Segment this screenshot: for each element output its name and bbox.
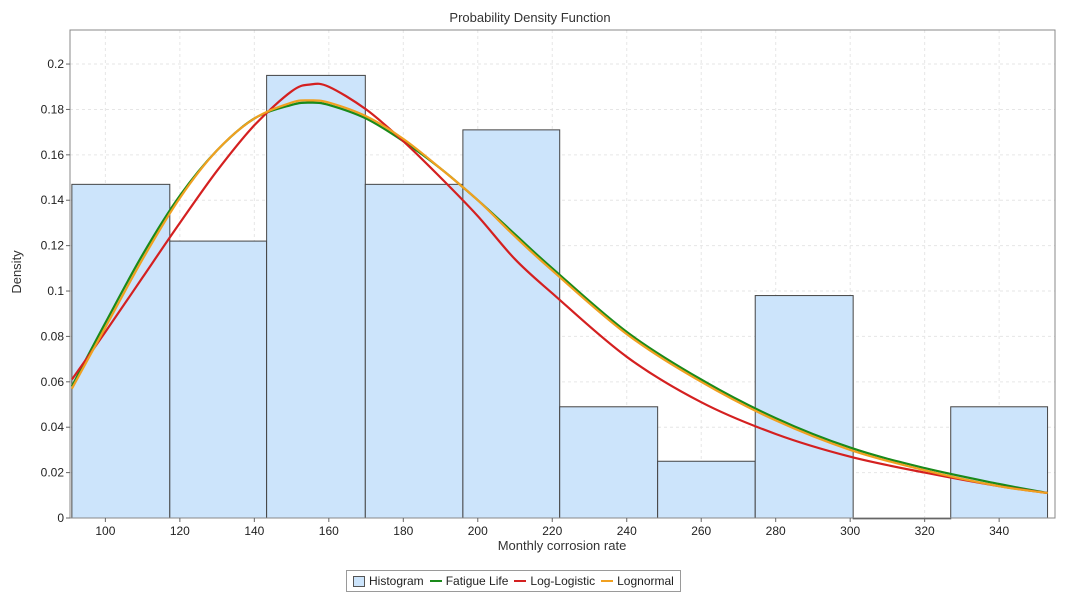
legend-item-histogram: Histogram xyxy=(353,574,424,588)
histogram-bar xyxy=(754,295,854,519)
legend-label-fatigue-life: Fatigue Life xyxy=(445,574,509,588)
x-tick-label: 260 xyxy=(691,524,711,538)
series-line-log-logistic xyxy=(70,82,1048,495)
histogram-bar xyxy=(950,406,1049,519)
y-tick-label: 0.06 xyxy=(41,375,65,389)
x-tick-label: 240 xyxy=(617,524,637,538)
legend-item-lognormal: Lognormal xyxy=(601,574,674,588)
x-tick-label: 320 xyxy=(915,524,935,538)
y-tick-label: 0.12 xyxy=(41,239,65,253)
histogram-bar xyxy=(657,460,756,519)
legend-label-histogram: Histogram xyxy=(369,574,424,588)
legend-swatch-lognormal xyxy=(601,580,614,582)
y-tick-label: 0.02 xyxy=(41,466,65,480)
x-tick-label: 340 xyxy=(989,524,1009,538)
histogram-bar xyxy=(169,240,268,519)
histogram-bar xyxy=(364,183,464,519)
y-tick-label: 0.04 xyxy=(41,420,65,434)
density-curves xyxy=(70,82,1048,495)
y-tick-label: 0.16 xyxy=(41,148,65,162)
histogram-bar xyxy=(266,74,366,519)
legend-swatch-histogram xyxy=(353,575,365,587)
x-tick-label: 160 xyxy=(319,524,339,538)
legend-swatch-log-logistic xyxy=(514,580,527,582)
series-line-lognormal xyxy=(70,99,1048,495)
x-tick-label: 280 xyxy=(766,524,786,538)
y-tick-label: 0.14 xyxy=(41,193,65,207)
legend: Histogram Fatigue Life Log-Logistic Logn… xyxy=(346,570,681,592)
x-tick-label: 140 xyxy=(244,524,264,538)
y-tick-label: 0.1 xyxy=(47,284,64,298)
x-axis-label: Monthly corrosion rate xyxy=(498,538,627,553)
histogram-bar xyxy=(559,406,659,519)
x-tick-label: 120 xyxy=(170,524,190,538)
plot-frame xyxy=(69,29,1056,519)
legend-item-log-logistic: Log-Logistic xyxy=(514,574,595,588)
y-tick-label: 0 xyxy=(57,511,64,525)
pdf-chart: Probability Density Function 100 120 140 16… xyxy=(9,10,1056,553)
x-axis-ticks: 100 120 140 160 180 200 220 240 260 280 300 320 340 xyxy=(95,518,1009,538)
histogram-bars xyxy=(71,74,1049,520)
chart-title: Probability Density Function xyxy=(449,10,610,25)
legend-label-log-logistic: Log-Logistic xyxy=(530,574,596,588)
legend-swatch-fatigue-life xyxy=(429,580,442,582)
x-tick-label: 180 xyxy=(393,524,413,538)
x-tick-label: 300 xyxy=(840,524,860,538)
x-tick-label: 200 xyxy=(468,524,488,538)
x-tick-label: 100 xyxy=(95,524,115,538)
legend-item-fatigue-life: Fatigue Life xyxy=(429,574,509,588)
x-tick-label: 220 xyxy=(542,524,562,538)
y-axis-ticks: 0 0.02 0.04 0.06 0.08 0.1 0.12 0.14 0.16 0.18 0.2 xyxy=(41,57,70,525)
y-tick-label: 0.2 xyxy=(47,57,64,71)
y-tick-label: 0.18 xyxy=(41,102,65,116)
y-axis-label: Density xyxy=(9,250,24,294)
legend-label-lognormal: Lognormal xyxy=(617,574,674,588)
y-tick-label: 0.08 xyxy=(41,329,65,343)
histogram-bar xyxy=(462,129,561,519)
